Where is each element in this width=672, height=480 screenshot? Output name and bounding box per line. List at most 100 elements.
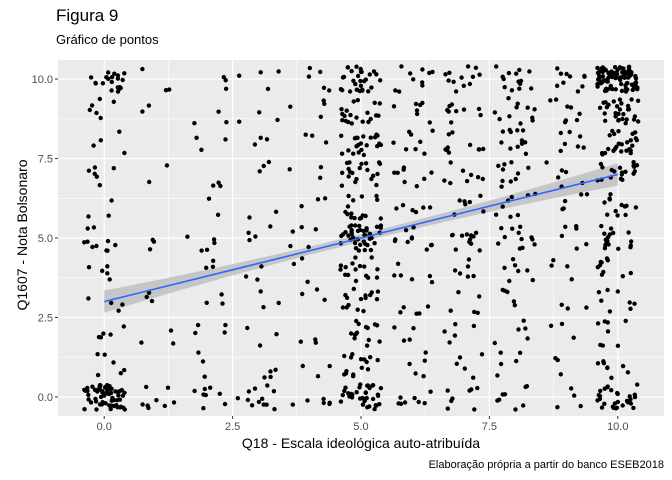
data-point	[394, 206, 399, 211]
data-point	[261, 402, 266, 407]
data-point	[257, 110, 262, 115]
data-point	[558, 148, 563, 154]
data-point	[515, 101, 520, 106]
data-point	[403, 147, 409, 152]
data-point	[510, 226, 515, 231]
data-point	[168, 328, 174, 333]
data-point	[519, 138, 525, 143]
data-point	[109, 79, 115, 85]
data-point	[393, 237, 398, 242]
data-point	[392, 325, 397, 330]
data-point	[515, 171, 521, 176]
data-point	[595, 361, 601, 366]
data-point	[217, 391, 222, 396]
data-point	[478, 112, 483, 118]
data-point	[299, 225, 304, 230]
data-point	[428, 242, 434, 248]
data-point	[500, 178, 505, 184]
data-point	[445, 388, 450, 393]
data-point	[599, 272, 605, 277]
data-point	[625, 370, 631, 375]
data-point	[525, 105, 530, 110]
data-point	[579, 192, 584, 197]
data-point	[346, 302, 351, 308]
data-point	[461, 83, 466, 89]
data-point	[620, 116, 625, 122]
data-point	[362, 247, 367, 253]
data-point	[606, 146, 611, 152]
data-point	[201, 392, 206, 397]
data-point	[595, 84, 600, 89]
data-point	[359, 194, 365, 199]
x-tick-label: 10.0	[607, 421, 628, 433]
data-point	[421, 205, 426, 210]
data-point	[120, 302, 125, 307]
data-point	[574, 224, 579, 229]
data-point	[414, 108, 420, 113]
data-point	[411, 225, 416, 230]
data-point	[318, 114, 323, 120]
y-tick-label: 10.0	[32, 74, 53, 86]
data-point	[237, 73, 242, 78]
data-point	[345, 65, 350, 70]
data-point	[448, 308, 453, 313]
data-point	[338, 263, 344, 268]
data-point	[103, 401, 108, 406]
data-point	[626, 75, 631, 80]
data-point	[171, 400, 177, 405]
data-point	[111, 397, 116, 403]
data-point	[399, 64, 404, 69]
data-point	[446, 132, 451, 137]
data-point	[204, 300, 209, 305]
data-point	[338, 399, 344, 404]
data-point	[290, 402, 295, 407]
data-point	[544, 160, 549, 165]
data-point	[401, 165, 407, 170]
data-point	[500, 392, 505, 397]
data-point	[417, 311, 422, 316]
data-point	[349, 395, 355, 400]
data-point	[359, 161, 364, 167]
data-point	[322, 196, 328, 201]
data-point	[635, 98, 641, 104]
data-point	[471, 323, 477, 329]
data-point	[414, 111, 420, 117]
data-point	[559, 321, 565, 327]
data-point	[374, 297, 380, 302]
data-point	[622, 204, 628, 209]
data-point	[303, 132, 308, 137]
data-point	[315, 374, 321, 379]
data-point	[222, 330, 227, 335]
data-point	[220, 301, 225, 306]
data-point	[617, 165, 623, 170]
data-point	[306, 244, 311, 250]
data-point	[499, 140, 504, 145]
data-point	[555, 83, 560, 89]
data-point	[346, 166, 351, 172]
data-point	[193, 330, 198, 336]
data-point	[164, 163, 170, 168]
data-point	[361, 134, 366, 139]
data-point	[344, 160, 350, 166]
data-point	[348, 331, 354, 336]
data-point	[271, 389, 277, 394]
data-point	[445, 107, 450, 113]
data-point	[442, 329, 447, 334]
data-point	[185, 234, 190, 239]
data-point	[199, 248, 204, 253]
data-point	[612, 401, 618, 406]
data-point	[98, 138, 104, 143]
data-point	[572, 393, 577, 398]
data-point	[517, 67, 522, 73]
data-point	[86, 214, 91, 219]
data-point	[361, 308, 366, 314]
data-point	[613, 208, 618, 214]
data-point	[94, 243, 99, 249]
data-point	[602, 78, 607, 83]
data-point	[467, 199, 472, 205]
data-point	[517, 350, 523, 355]
data-point	[456, 290, 461, 295]
data-point	[518, 121, 523, 126]
data-point	[339, 151, 345, 156]
data-point	[106, 70, 111, 75]
